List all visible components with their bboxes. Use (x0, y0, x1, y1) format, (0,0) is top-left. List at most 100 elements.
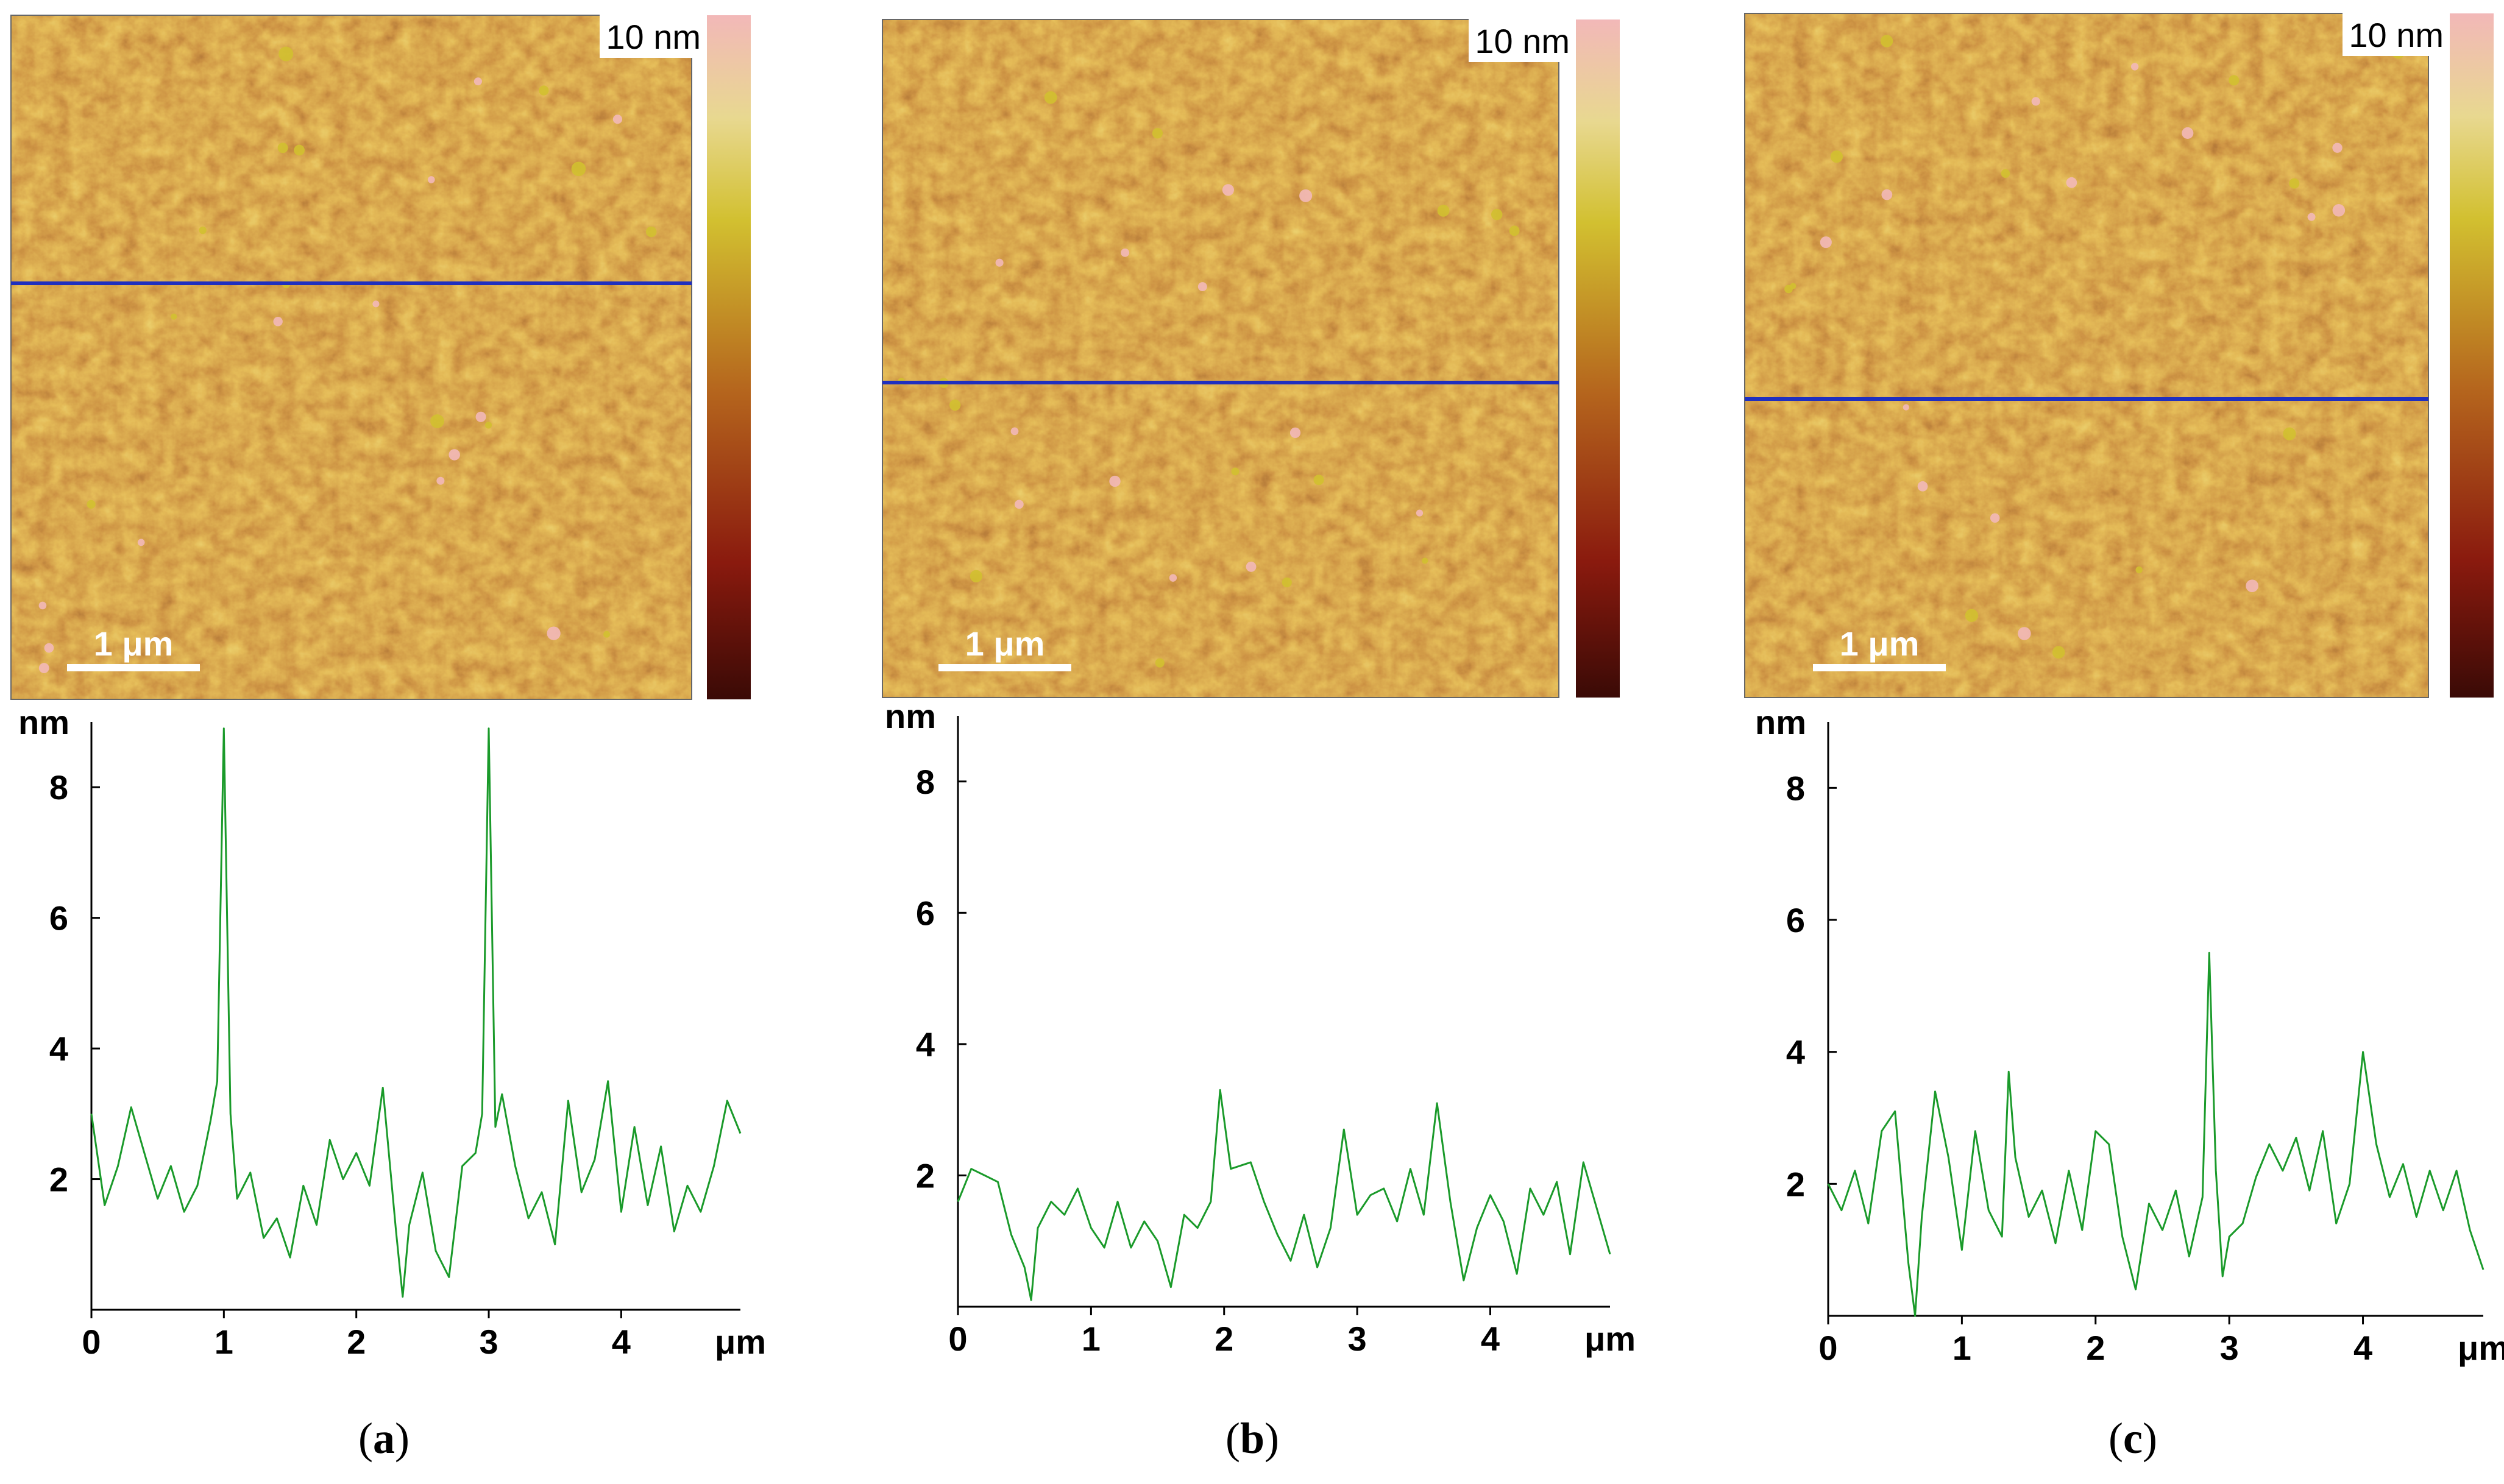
afm-particle (1965, 609, 1979, 622)
color-bar-label-c: 10 nm (2349, 16, 2444, 54)
afm-particle (273, 317, 283, 327)
afm-particle (2246, 579, 2259, 593)
afm-particle (1820, 236, 1832, 249)
afm-particle (1044, 91, 1057, 104)
afm-particle (1010, 427, 1019, 436)
afm-particle (171, 313, 177, 320)
afm-particle (1880, 35, 1893, 48)
afm-particle (1437, 204, 1450, 217)
x-tick-label-b: 0 (948, 1320, 967, 1358)
color-bar-b (1576, 19, 1620, 698)
x-tick-label-a: 4 (612, 1323, 631, 1361)
afm-particle (2332, 203, 2346, 217)
afm-image-a (11, 15, 692, 699)
x-tick-label-c: 2 (2086, 1329, 2105, 1367)
afm-particle (1109, 475, 1121, 487)
afm-particle (1422, 557, 1428, 564)
y-tick-label-b: 8 (916, 763, 935, 801)
afm-particle (1222, 184, 1234, 196)
scale-bar-a (67, 664, 200, 671)
height-profile-a (90, 727, 742, 1298)
afm-particle (2307, 213, 2316, 221)
afm-particle (473, 77, 482, 86)
y-tick-label-c: 8 (1786, 769, 1805, 807)
afm-particle (294, 144, 305, 156)
afm-particle (1881, 189, 1893, 200)
afm-particle (2001, 169, 2010, 178)
afm-particle (484, 422, 492, 429)
afm-particle (1231, 467, 1240, 476)
y-tick-label-c: 2 (1786, 1165, 1805, 1203)
y-tick-label-a: 8 (49, 768, 68, 807)
panel-letter-c: (c) (2109, 1414, 2157, 1463)
y-tick-label-a: 4 (49, 1030, 68, 1068)
afm-particle (1830, 150, 1843, 163)
afm-particle (970, 570, 982, 583)
afm-particle (645, 226, 657, 238)
afm-particle (1299, 189, 1313, 202)
x-tick-label-c: 4 (2353, 1329, 2372, 1367)
color-bar-label-bg-c (2343, 12, 2446, 56)
x-tick-label-a: 3 (479, 1323, 498, 1361)
y-tick-label-a: 2 (49, 1161, 68, 1199)
afm-particle (1152, 128, 1163, 139)
color-bar-label-bg-b (1469, 18, 1572, 62)
afm-particle (2066, 177, 2077, 188)
panel-letter-a: (a) (358, 1414, 410, 1463)
y-tick-label-b: 2 (916, 1156, 935, 1195)
afm-particle (2332, 143, 2343, 153)
afm-particle (44, 643, 54, 653)
panel-letter-text: a (373, 1414, 395, 1463)
afm-image-frame-b (882, 19, 1559, 698)
afm-particle (2229, 75, 2240, 86)
afm-particle (2182, 127, 2194, 140)
panel-letter-b: (b) (1225, 1414, 1279, 1463)
afm-particle (612, 115, 623, 124)
afm-particle (1169, 574, 1177, 582)
scale-bar-label-a: 1 μm (94, 624, 174, 663)
afm-particle (1282, 577, 1292, 588)
afm-particle (2018, 627, 2031, 640)
afm-particle (87, 500, 96, 509)
afm-image-frame-a (10, 15, 692, 700)
x-tick-label-c: 0 (1818, 1329, 1837, 1367)
afm-particle (1197, 282, 1207, 292)
y-tick-label-b: 4 (916, 1025, 935, 1064)
scale-bar-label-c: 1 μm (1840, 624, 1920, 663)
panel-letter-text: b (1240, 1414, 1264, 1463)
y-tick-label-c: 4 (1786, 1033, 1805, 1072)
afm-particle (2130, 63, 2139, 71)
afm-particle (430, 414, 444, 428)
afm-particle (571, 161, 586, 177)
height-profile-b (957, 1089, 1611, 1301)
afm-particle (949, 399, 961, 411)
color-bar-a (707, 15, 751, 699)
scale-bar-b (938, 664, 1071, 671)
x-tick-label-a: 1 (215, 1323, 233, 1361)
scale-bar-c (1813, 664, 1946, 671)
afm-image-c (1745, 13, 2428, 698)
afm-particle (539, 85, 549, 96)
y-unit-label-a: nm (18, 703, 69, 741)
y-unit-label-b: nm (885, 697, 936, 735)
x-tick-label-b: 4 (1481, 1320, 1500, 1358)
afm-particle (1155, 658, 1165, 668)
afm-particle (372, 300, 380, 308)
x-tick-label-a: 2 (347, 1323, 366, 1361)
x-tick-label-c: 1 (1952, 1329, 1971, 1367)
afm-image-frame-c (1744, 13, 2429, 698)
afm-particle (2031, 97, 2040, 106)
color-bar-c (2450, 13, 2494, 698)
color-bar-label-a: 10 nm (606, 18, 701, 56)
x-tick-label-c: 3 (2220, 1329, 2239, 1367)
x-unit-label-a: μm (715, 1323, 766, 1361)
color-bar-label-bg-a (600, 14, 703, 58)
x-tick-label-b: 2 (1215, 1320, 1233, 1358)
afm-image-b (882, 19, 1559, 698)
afm-particle (2289, 178, 2300, 189)
afm-particle (1015, 500, 1024, 509)
afm-particle (1121, 248, 1130, 257)
afm-particle (475, 411, 486, 422)
